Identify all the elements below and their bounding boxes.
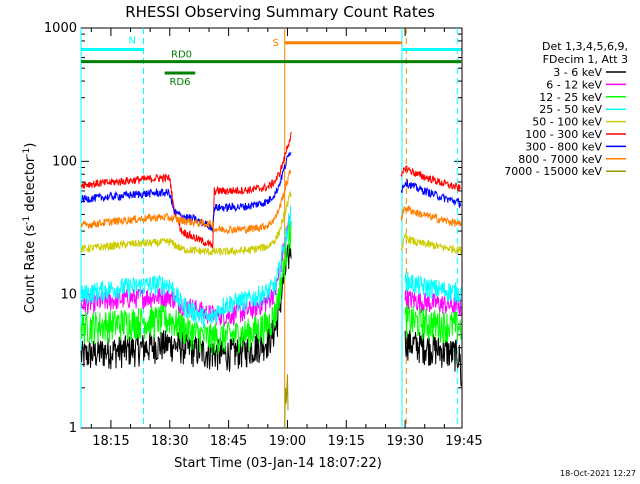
flag-label-rd0-text: RD0: [171, 50, 192, 61]
x-axis-label: Start Time (03-Jan-14 18:07:22): [174, 456, 382, 471]
legend-entry-label: 100 - 300 keV: [525, 128, 602, 141]
series-line-25-50-kev: [404, 271, 462, 304]
y-tick-label: 1000: [44, 21, 77, 36]
legend-entry-label: 3 - 6 keV: [553, 66, 602, 79]
y-axis-label-sup1: -1: [22, 216, 32, 225]
legend-entry-label: 800 - 7000 keV: [518, 153, 602, 166]
series-line-300-800-kev: [80, 151, 292, 233]
y-axis-label: Count Rate (s-1 detector-1): [22, 143, 38, 314]
series-line-300-800-kev: [400, 179, 462, 209]
y-tick-label: 100: [52, 154, 77, 169]
legend-entry-label: 50 - 100 keV: [532, 116, 602, 129]
series-line-6-12-kev: [404, 289, 462, 316]
series-line-12-25-kev: [80, 221, 292, 355]
legend: Det 1,3,4,5,6,9,FDecim 1, Att 33 - 6 keV…: [504, 40, 628, 178]
series-line-3-6-kev: [80, 243, 292, 372]
series-line-12-25-kev: [404, 305, 462, 344]
legend-entry-label: 25 - 50 keV: [539, 103, 602, 116]
legend-entry-label: 7000 - 15000 keV: [504, 165, 602, 178]
y-axis-label-end: ): [23, 143, 38, 148]
legend-entry-label: 6 - 12 keV: [546, 78, 602, 91]
timestamp-label: 18-Oct-2021 12:27: [560, 469, 636, 478]
flag-label-rd6: RD6: [169, 77, 190, 88]
series-line-800-7000-kev: [400, 205, 462, 227]
plot-area: 1 10 100 1000 18:15 18:30 18:45 19:00 19:15 19:30…: [44, 21, 483, 449]
x-tick-label: 19:15: [328, 434, 365, 449]
flag-label-s: S: [273, 38, 279, 49]
flag-label-n: N: [128, 35, 135, 46]
x-tick-label: 19:00: [269, 434, 306, 449]
legend-entry-label: 300 - 800 keV: [525, 140, 602, 153]
legend-entry-label: 12 - 25 keV: [539, 91, 602, 104]
plot-frame: [80, 27, 463, 429]
x-tick-label: 19:30: [386, 434, 423, 449]
y-axis-label-main: Count Rate (s: [23, 225, 38, 314]
series-line-25-50-kev: [80, 205, 292, 329]
y-axis-label-sup2: -1: [22, 148, 32, 157]
y-axis-label-mid: detector: [23, 156, 38, 216]
series-line-800-7000-kev: [80, 170, 292, 236]
chart-title: RHESSI Observing Summary Count Rates: [125, 3, 435, 21]
series-line-100-300-kev: [80, 131, 292, 249]
series-line-50-100-kev: [400, 233, 462, 255]
x-tick-label: 19:45: [445, 434, 482, 449]
series-line-50-100-kev: [80, 190, 292, 256]
y-tick-label: 10: [60, 288, 77, 303]
legend-header-line: FDecim 1, Att 3: [543, 53, 628, 66]
x-tick-label: 18:15: [92, 434, 129, 449]
series-line-100-300-kev: [400, 165, 462, 192]
y-tick-label: 1: [69, 421, 77, 436]
legend-header-line: Det 1,3,4,5,6,9,: [542, 40, 628, 53]
x-tick-label: 18:45: [210, 434, 247, 449]
x-tick-label: 18:30: [151, 434, 188, 449]
series-line-7000-15000-kev: [284, 374, 289, 429]
